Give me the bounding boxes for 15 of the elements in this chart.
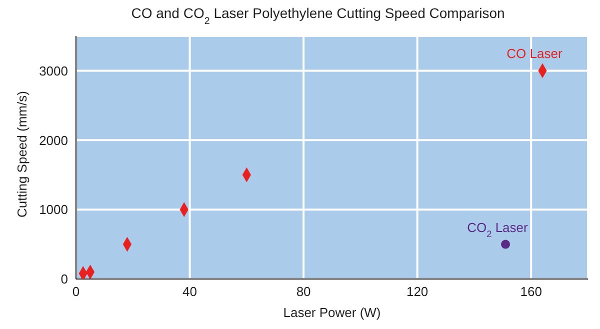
series-label: CO$_{2}$ Laser — [467, 220, 529, 239]
x-tick-label: 0 — [72, 284, 80, 300]
point — [500, 240, 510, 249]
chart-title: CO and CO$_{2}$ Laser Polyethylene Cutting Speed Comparison — [131, 5, 505, 26]
x-tick-label: 120 — [406, 284, 428, 300]
series-label: CO Laser — [506, 46, 563, 62]
y-tick-label: 3000 — [39, 63, 68, 78]
x-tick-label: 40 — [182, 284, 198, 300]
y-tick-label: 0 — [60, 272, 68, 287]
y-tick-label: 1000 — [39, 202, 68, 218]
y-axis-title: Cutting Speed (mm/s) — [14, 91, 30, 218]
x-tick-label: 160 — [520, 284, 542, 300]
y-tick-label: 2000 — [39, 132, 68, 148]
x-tick-label: 80 — [296, 284, 311, 300]
x-axis-title: Laser Power (W) — [283, 305, 381, 320]
